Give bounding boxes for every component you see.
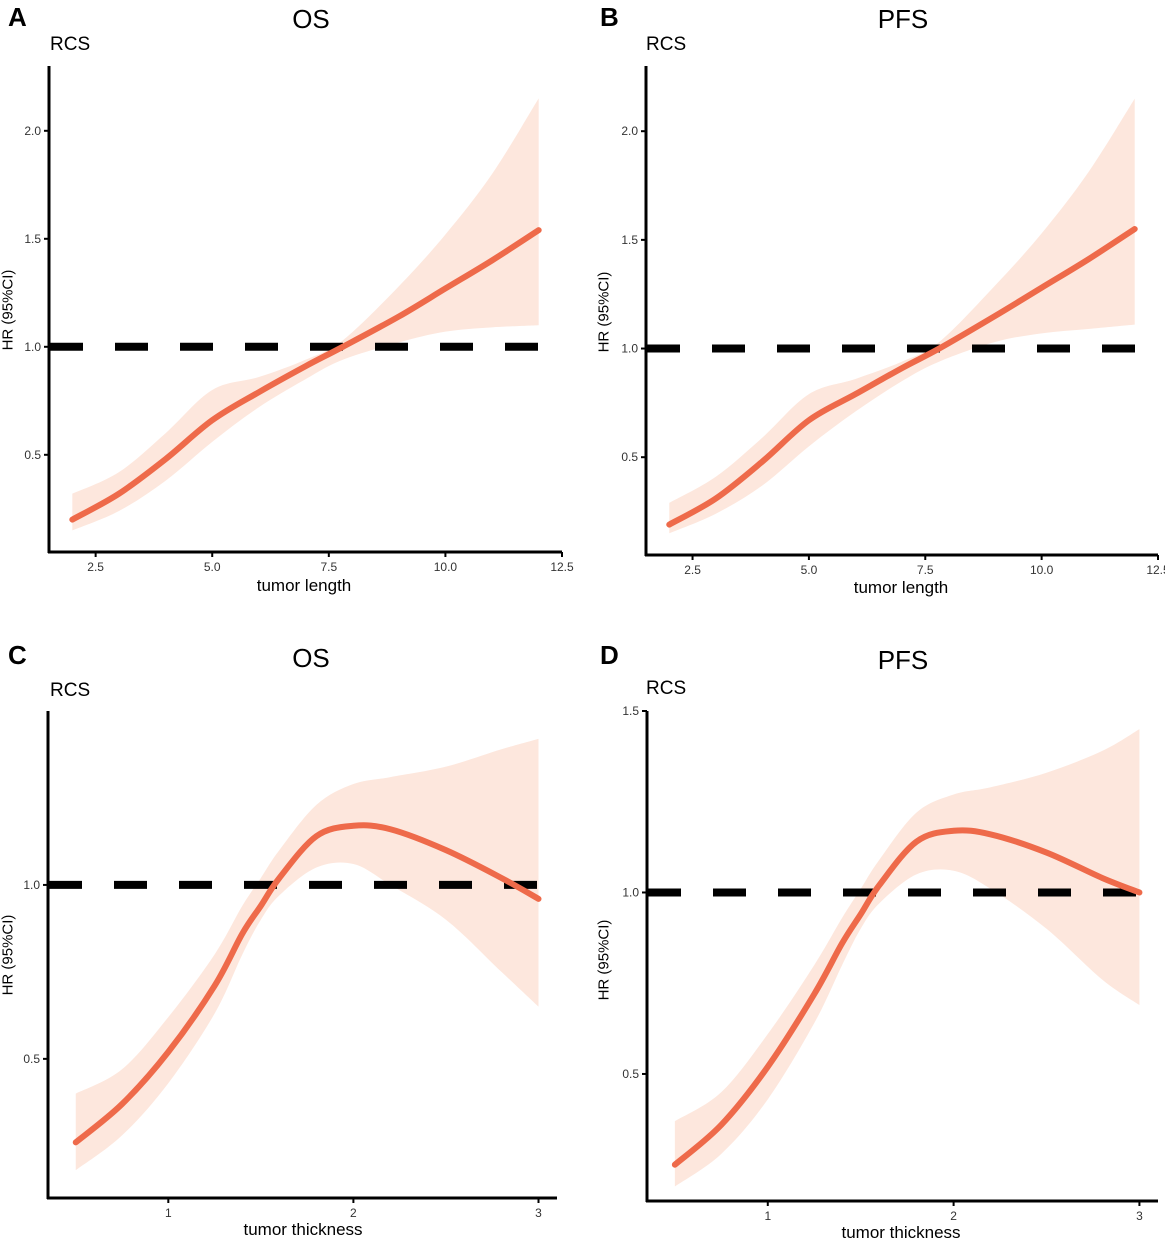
x-tick-label: 5.0	[204, 560, 221, 574]
panel-letter: C	[8, 640, 27, 670]
confidence-band	[72, 98, 539, 531]
x-tick-label: 3	[535, 1206, 542, 1220]
plot-d: 0.5 1.0 1.5 1 2 3	[622, 704, 1158, 1223]
panel-c: C OS RCS HR (95%CI) tumor thickness	[0, 0, 582, 1240]
x-axis-label: tumor thickness	[243, 1220, 363, 1239]
plot-b: 0.5 1.0 1.5 2.0 2.5 5.0 7.5 10.0 12.5	[621, 66, 1165, 577]
confidence-band	[674, 729, 1140, 1187]
x-tick-label: 10.0	[434, 560, 458, 574]
y-tick-label: 1.5	[621, 233, 638, 247]
chart-subtitle: RCS	[50, 34, 91, 55]
x-tick-label: 5.0	[801, 563, 818, 577]
hr-curve	[671, 827, 1143, 1168]
y-tick-label: 0.5	[621, 450, 638, 464]
panel-letter: D	[600, 640, 619, 670]
x-tick-label: 7.5	[917, 563, 934, 577]
x-tick-label: 10.0	[1030, 563, 1054, 577]
x-tick-label: 12.5	[1146, 563, 1165, 577]
y-tick-label: 1.5	[24, 232, 41, 246]
y-tick-label: 1.5	[622, 704, 639, 718]
hr-curve	[69, 227, 542, 523]
y-tick-label: 1.0	[621, 342, 638, 356]
y-tick-label: 1.0	[622, 885, 639, 899]
x-tick-label: 2	[350, 1206, 357, 1220]
y-tick-label: 1.0	[23, 878, 40, 892]
x-tick-label: 1	[165, 1206, 172, 1220]
x-tick-label: 3	[1136, 1209, 1143, 1223]
confidence-band	[75, 738, 539, 1171]
x-tick-label: 12.5	[550, 560, 574, 574]
x-tick-label: 1	[764, 1209, 771, 1223]
panel-b: B PFS RCS HR (95%CI) tumor length	[0, 0, 1165, 610]
y-tick-label: 0.5	[24, 448, 41, 462]
chart-subtitle: RCS	[646, 34, 687, 55]
x-axis-label: tumor thickness	[841, 1223, 961, 1242]
y-tick-label: 1.0	[24, 340, 41, 354]
panel-a: A OS RCS HR (95%CI) tumor length	[0, 0, 582, 610]
panel-letter: B	[600, 2, 619, 32]
chart-title: OS	[292, 643, 330, 673]
x-tick-label: 2.5	[684, 563, 701, 577]
plot-a: 0.5 1.0 1.5 2.0 2.5 5.0 7.5 10.0 12.5	[24, 66, 574, 574]
panel-letter: A	[8, 2, 27, 32]
x-tick-label: 7.5	[320, 560, 337, 574]
confidence-band	[669, 98, 1135, 534]
x-tick-label: 2.5	[87, 560, 104, 574]
hr-curve	[72, 822, 542, 1146]
x-tick-label: 2	[950, 1209, 957, 1223]
y-tick-label: 2.0	[24, 124, 41, 138]
chart-title: PFS	[877, 645, 929, 675]
y-tick-label: 2.0	[621, 124, 638, 138]
x-axis-label: tumor length	[853, 578, 949, 597]
x-axis-label: tumor length	[256, 576, 352, 595]
plot-c: 0.5 1.0 1 2 3	[23, 711, 557, 1220]
chart-subtitle: RCS	[646, 678, 687, 699]
hr-curve	[666, 226, 1138, 528]
y-tick-label: 0.5	[622, 1067, 639, 1081]
chart-subtitle: RCS	[50, 680, 91, 701]
chart-title: PFS	[877, 4, 929, 34]
y-tick-label: 0.5	[23, 1052, 40, 1066]
chart-title: OS	[292, 4, 330, 34]
